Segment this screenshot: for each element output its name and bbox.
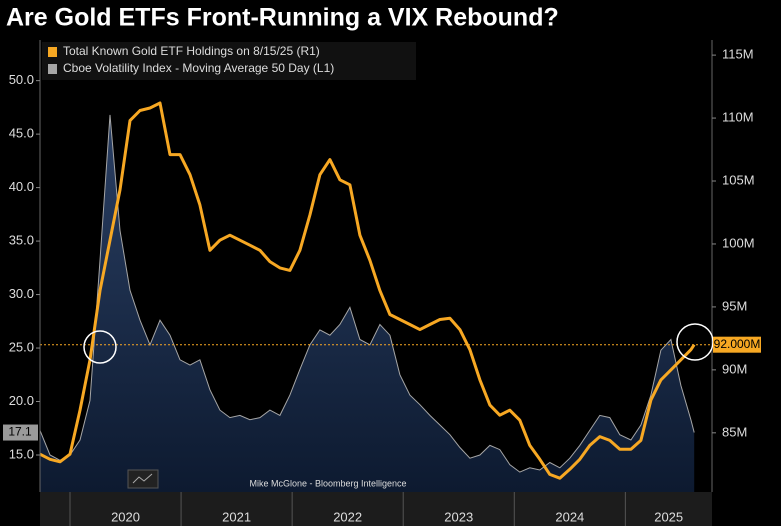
last-value-box: [713, 336, 761, 353]
y-tick-label: 20.0: [9, 393, 34, 408]
y-tick-label: 45.0: [9, 126, 34, 141]
x-tick-label: 2021: [222, 509, 251, 524]
y2-tick-label: 110M: [722, 109, 754, 124]
vix-area: [40, 114, 695, 493]
y2-tick-label: 100M: [722, 235, 755, 250]
chart-title: Are Gold ETFs Front-Running a VIX Reboun…: [6, 4, 559, 32]
y2-tick-label: 105M: [722, 172, 755, 187]
x-tick-label: 2022: [333, 509, 362, 524]
y-tick-label: 50.0: [9, 72, 34, 87]
y2-tick-label: 115M: [722, 47, 754, 62]
last-value-box: [3, 424, 38, 441]
y-tick-label: 40.0: [9, 179, 34, 194]
last-value-label: 17.1: [8, 425, 32, 439]
plot: [39, 101, 712, 493]
x-tick-label: 2024: [555, 509, 584, 524]
last-value-label: 92.000M: [714, 337, 761, 351]
y2-tick-label: 85M: [722, 424, 747, 439]
x-axis-band: [40, 492, 712, 526]
y-tick-label: 25.0: [9, 339, 34, 354]
legend-label: Cboe Volatility Index - Moving Average 5…: [63, 61, 334, 75]
y2-tick-label: 90M: [722, 361, 747, 376]
legend-swatch: [48, 47, 57, 57]
y-tick-label: 15.0: [9, 446, 34, 461]
credit: Mike McGlone - Bloomberg Intelligence: [249, 478, 406, 488]
y2-tick-label: 95M: [722, 298, 747, 313]
chart-icon-glyph: [132, 473, 153, 484]
x-tick-label: 2020: [111, 509, 140, 524]
highlight-circle: [83, 330, 117, 364]
legend-swatch: [48, 64, 57, 74]
chart-icon[interactable]: [127, 469, 159, 489]
gold-line: [39, 101, 696, 480]
y-tick-label: 35.0: [9, 233, 34, 248]
x-tick-label: 2025: [654, 509, 683, 524]
legend-label: Total Known Gold ETF Holdings on 8/15/25…: [63, 44, 320, 58]
x-tick-label: 2023: [444, 509, 473, 524]
y-tick-label: 30.0: [9, 286, 34, 301]
legend: [42, 42, 416, 80]
